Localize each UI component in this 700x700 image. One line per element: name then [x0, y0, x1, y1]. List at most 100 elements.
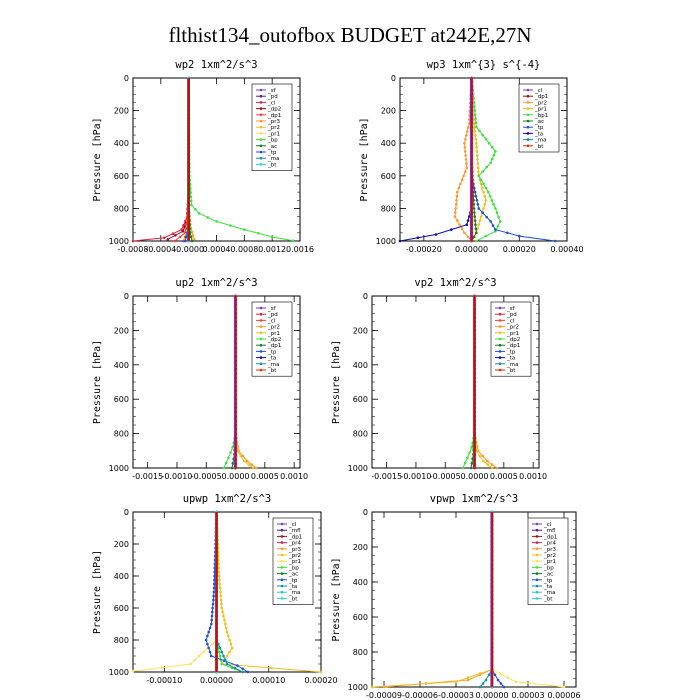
series-point	[514, 680, 518, 684]
series-point	[171, 232, 175, 235]
series-point	[472, 235, 476, 239]
y-tick-label: 0	[391, 74, 396, 83]
x-tick-label: 0.00040	[550, 245, 583, 254]
series-point	[217, 570, 221, 574]
legend-marker	[535, 522, 539, 526]
legend-marker	[259, 94, 263, 98]
legend-marker	[280, 590, 284, 594]
panel-2: wp3 1xm^{3} s^{-4} Pressure [hPa] 0 200 400 6…	[359, 59, 584, 254]
series-point	[166, 238, 170, 241]
series-point	[472, 101, 476, 104]
legend-entry: _sf	[267, 306, 277, 312]
x-tick-label: -0.0005	[191, 472, 222, 481]
series-point	[224, 626, 228, 630]
series-line	[491, 512, 505, 688]
series-point	[473, 109, 477, 112]
series-point	[174, 234, 177, 237]
legend-entry: _ac	[534, 119, 544, 125]
legend-marker	[526, 107, 530, 110]
series-point	[189, 195, 193, 199]
legend-marker	[498, 343, 502, 347]
series-point	[487, 141, 491, 145]
x-tick-label: 0.0008	[230, 245, 258, 254]
legend-entry: _cl	[267, 318, 276, 324]
legend-marker	[535, 578, 539, 582]
x-tick-label: 0.00000	[475, 691, 508, 700]
legend: _cl_mfl_dp1_pr4_pr3_pr2_pr1_bp_ac_tp_ta_…	[272, 517, 314, 605]
y-tick-label: 400	[353, 361, 368, 370]
series-point	[243, 459, 246, 463]
x-tick-label: 0.00020	[304, 676, 337, 685]
series-line	[399, 78, 473, 242]
series-point	[236, 664, 239, 667]
series-point	[475, 231, 478, 235]
series-point	[192, 238, 196, 241]
y-tick-label: 1000	[109, 237, 129, 246]
series-point	[474, 194, 478, 198]
legend-marker	[526, 132, 530, 135]
series-pr3	[382, 510, 494, 689]
y-axis-label: Pressure [hPa]	[331, 340, 342, 424]
series-point	[482, 182, 485, 186]
legend-entry: _bt	[267, 368, 277, 374]
legend-entry: _ma	[506, 362, 518, 368]
series-point	[467, 122, 471, 125]
series-point	[465, 162, 468, 165]
series-point	[476, 449, 480, 453]
legend-entry: _pd	[267, 94, 278, 100]
legend-marker	[259, 368, 263, 372]
legend-entry: _bp	[267, 138, 278, 144]
series-point	[479, 182, 483, 186]
x-tick-label: -0.0005	[430, 472, 461, 481]
series-point	[496, 678, 500, 682]
y-tick-label: 400	[114, 572, 129, 581]
series-point	[481, 186, 484, 190]
series-point	[458, 223, 461, 226]
legend-marker	[280, 584, 284, 588]
legend-entry: _dp1	[543, 534, 557, 540]
y-axis-label: Pressure [hPa]	[92, 550, 103, 634]
series-point	[490, 466, 494, 470]
legend-entry: _pr1	[267, 331, 280, 337]
legend-marker	[535, 559, 539, 563]
series-point	[506, 676, 510, 679]
series-point	[485, 165, 489, 169]
legend-entry: _pr3	[288, 547, 302, 553]
legend-marker	[498, 350, 502, 353]
series-point	[194, 207, 197, 211]
series-line	[471, 77, 501, 242]
x-tick-label: 0.0004	[203, 245, 231, 254]
series-point	[220, 662, 224, 666]
legend-entry: _pr4	[288, 541, 302, 547]
legend-marker	[498, 331, 502, 335]
legend-marker	[535, 572, 539, 575]
y-tick-label: 1000	[109, 668, 129, 677]
series-point	[223, 618, 226, 622]
legend-marker	[259, 150, 263, 154]
series-point	[489, 220, 493, 223]
series-point	[241, 670, 244, 674]
series-point	[454, 680, 458, 684]
series-point	[455, 194, 459, 198]
series-point	[202, 650, 205, 654]
legend-entry: _ma	[288, 590, 300, 596]
series-point	[470, 462, 474, 465]
x-tick-label: 0.0016	[286, 245, 314, 254]
series-pr2	[370, 510, 494, 689]
legend-marker	[526, 144, 530, 148]
series-point	[481, 133, 485, 137]
y-tick-label: 600	[114, 604, 129, 613]
series-point	[453, 215, 457, 218]
x-tick-label: -0.00003	[438, 691, 474, 700]
series-point	[239, 454, 243, 458]
series-point	[502, 685, 506, 689]
series-point	[227, 634, 230, 638]
legend-entry: _bt	[267, 162, 277, 168]
legend-marker	[259, 101, 263, 104]
series-point	[499, 682, 503, 685]
series-point	[227, 456, 230, 460]
series-point	[211, 606, 214, 610]
legend-entry: _dp1	[506, 343, 520, 349]
legend-entry: _pr1	[534, 107, 547, 113]
series-point	[498, 672, 502, 675]
